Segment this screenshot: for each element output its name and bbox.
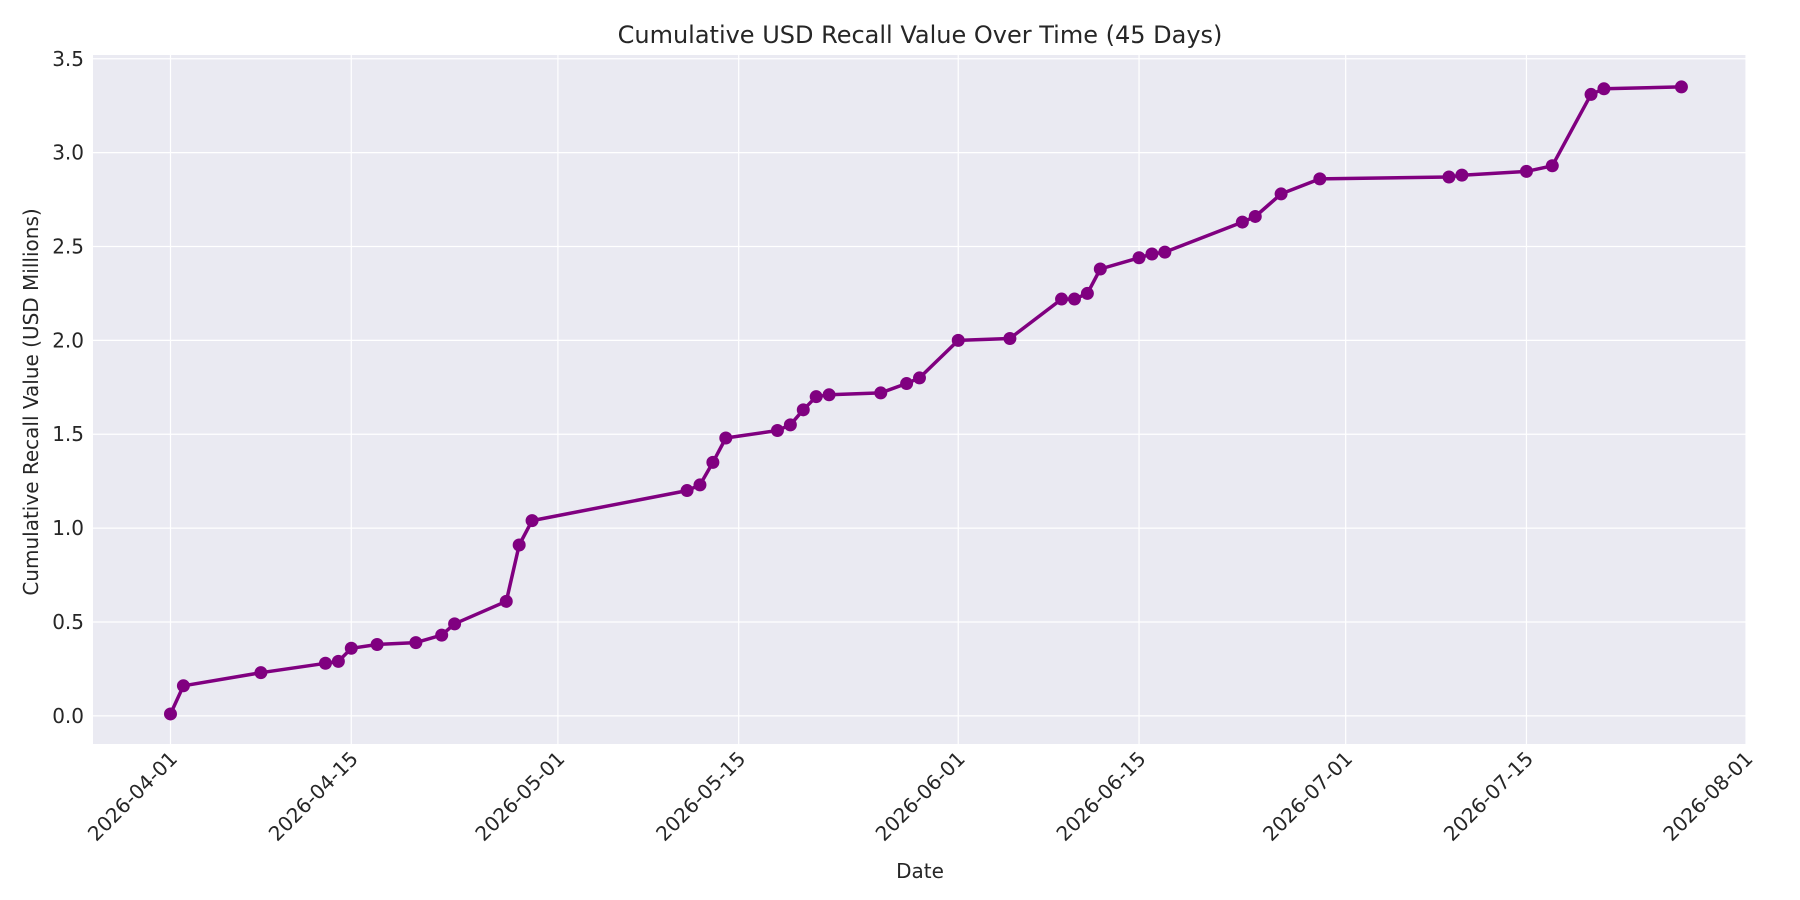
data-point <box>1248 209 1262 223</box>
data-point <box>874 386 888 400</box>
data-point <box>163 707 177 721</box>
x-axis-ticks: 2026-04-01 2026-04-15 2026-05-01 2026-05-15… <box>83 747 1758 846</box>
x-tick-label: 2026-07-15 <box>1439 747 1538 846</box>
data-point <box>809 390 823 404</box>
data-point <box>1055 292 1069 306</box>
data-point <box>1080 286 1094 300</box>
data-point <box>1584 87 1598 101</box>
data-point <box>1274 187 1288 201</box>
x-tick-label: 2026-04-01 <box>83 747 182 846</box>
y-tick-label: 3.5 <box>52 47 84 71</box>
data-point <box>1597 82 1611 96</box>
y-tick-label: 0.5 <box>52 610 84 634</box>
y-tick-label: 0.0 <box>52 704 84 728</box>
x-tick-label: 2026-06-15 <box>1051 747 1150 846</box>
data-point <box>680 484 694 498</box>
data-point <box>783 418 797 432</box>
data-point <box>409 636 423 650</box>
data-point <box>318 656 332 670</box>
data-point <box>1545 159 1559 173</box>
grid-lines <box>93 55 1747 744</box>
data-point <box>1519 164 1533 178</box>
y-tick-label: 2.0 <box>52 328 84 352</box>
data-point <box>344 641 358 655</box>
data-point <box>254 666 268 680</box>
y-tick-label: 1.5 <box>52 422 84 446</box>
data-point <box>951 333 965 347</box>
y-tick-label: 2.5 <box>52 234 84 258</box>
data-point <box>1003 331 1017 345</box>
x-tick-label: 2026-07-01 <box>1258 747 1357 846</box>
data-point <box>331 654 345 668</box>
data-point <box>1093 262 1107 276</box>
data-point <box>1132 251 1146 265</box>
x-tick-label: 2026-05-01 <box>470 747 569 846</box>
data-point <box>435 628 449 642</box>
data-point <box>1067 292 1081 306</box>
y-axis-ticks: 0.0 0.5 1.0 1.5 2.0 2.5 3.0 3.5 <box>52 47 84 728</box>
data-point <box>1674 80 1688 94</box>
data-point <box>370 637 384 651</box>
data-point <box>1145 247 1159 261</box>
chart-title: Cumulative USD Recall Value Over Time (4… <box>618 21 1223 49</box>
y-tick-label: 3.0 <box>52 141 84 165</box>
x-tick-label: 2026-08-01 <box>1658 747 1757 846</box>
y-tick-label: 1.0 <box>52 516 84 540</box>
data-point <box>512 538 526 552</box>
data-point <box>900 377 914 391</box>
data-point <box>1442 170 1456 184</box>
data-point <box>448 617 462 631</box>
data-point <box>499 594 513 608</box>
x-tick-label: 2026-05-15 <box>651 747 750 846</box>
data-point <box>525 514 539 528</box>
data-point <box>693 478 707 492</box>
data-point <box>770 423 784 437</box>
data-point <box>1455 168 1469 182</box>
data-point <box>176 679 190 693</box>
x-axis-label: Date <box>896 859 944 883</box>
x-tick-label: 2026-04-15 <box>264 747 363 846</box>
y-axis-label: Cumulative Recall Value (USD Millions) <box>19 208 43 595</box>
x-tick-label: 2026-06-01 <box>871 747 970 846</box>
data-point <box>1158 245 1172 259</box>
data-point <box>822 388 836 402</box>
data-point <box>796 403 810 417</box>
data-point <box>1313 172 1327 186</box>
plot-area <box>93 55 1746 744</box>
data-point <box>719 431 733 445</box>
data-point <box>1235 215 1249 229</box>
data-point <box>706 455 720 469</box>
data-point <box>913 371 926 385</box>
data-points <box>163 80 1688 721</box>
